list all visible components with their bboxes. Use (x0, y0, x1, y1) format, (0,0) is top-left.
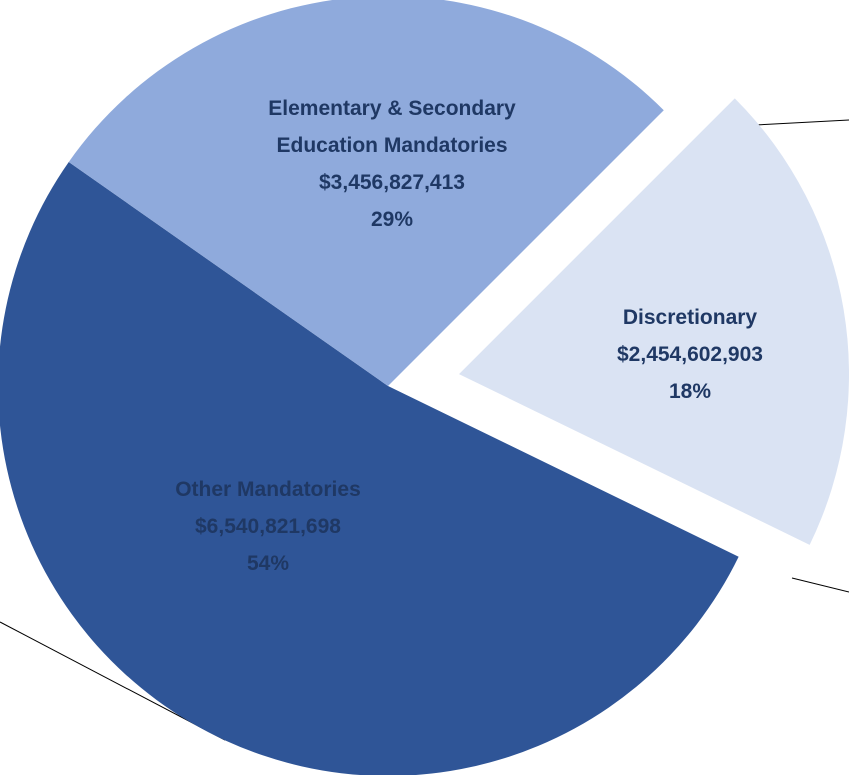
slice-amount-label: $3,456,827,413 (319, 171, 465, 194)
pie-slice-elementary-secondary-education-mandatories (68, 0, 664, 386)
leader-line (791, 577, 849, 593)
pie-slice-discretionary (459, 98, 849, 545)
slice-amount-label: $2,454,602,903 (617, 343, 763, 366)
slice-percent-label: 54% (247, 552, 289, 575)
slice-category-label: Other Mandatories (175, 478, 361, 501)
slice-category-label: Education Mandatories (276, 134, 507, 157)
slice-labels: Discretionary $2,454,602,903 18% Other Mand… (175, 97, 763, 575)
leader-line (754, 119, 849, 126)
slice-amount-label: $6,540,821,698 (195, 515, 341, 538)
pie-slice-other-mandatories (0, 161, 739, 775)
slice-label: Other Mandatories $6,540,821,698 54% (175, 478, 361, 575)
slice-category-label: Discretionary (623, 306, 758, 329)
slice-percent-label: 18% (669, 380, 711, 403)
slice-label: Discretionary $2,454,602,903 18% (617, 306, 763, 403)
slice-category-label: Elementary & Secondary (268, 97, 516, 120)
slice-label: Elementary & Secondary Education Mandator… (268, 97, 516, 231)
slice-percent-label: 29% (371, 208, 413, 231)
